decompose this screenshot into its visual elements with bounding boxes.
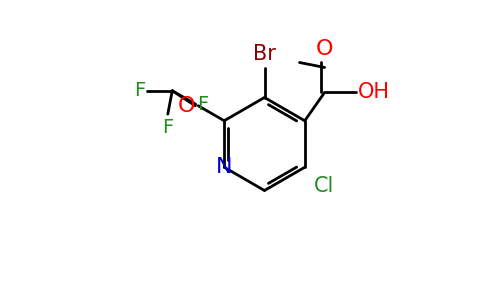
Text: F: F [134, 81, 145, 100]
Text: O: O [316, 39, 333, 59]
Text: Br: Br [253, 44, 276, 64]
Text: Cl: Cl [314, 176, 334, 196]
Text: OH: OH [358, 82, 390, 103]
Text: O: O [178, 96, 195, 116]
Text: F: F [162, 118, 173, 137]
Text: F: F [197, 95, 209, 114]
Text: N: N [216, 157, 232, 177]
